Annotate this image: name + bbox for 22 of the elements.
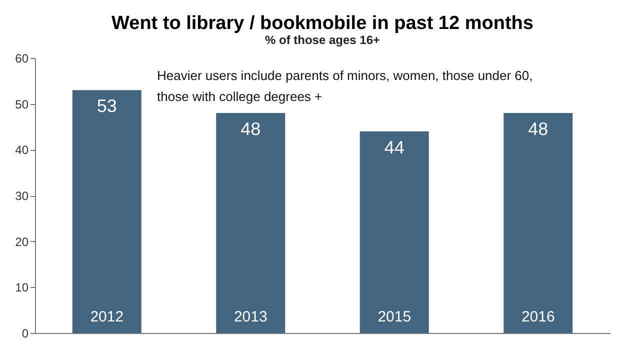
y-tick-label: 30 xyxy=(15,189,29,203)
y-tick-label: 60 xyxy=(15,52,29,66)
x-tick-label: 2012 xyxy=(90,308,124,326)
chart-title: Went to library / bookmobile in past 12 months xyxy=(112,13,534,34)
x-tick-label: 2016 xyxy=(521,308,555,326)
data-label: 48 xyxy=(240,119,261,139)
bar xyxy=(216,113,286,333)
x-tick-label: 2015 xyxy=(378,308,412,326)
y-tick-label: 50 xyxy=(15,97,29,112)
x-tick-label: 2013 xyxy=(234,308,268,326)
bar xyxy=(504,113,573,333)
data-label: 44 xyxy=(384,137,404,158)
bar xyxy=(360,131,429,333)
y-tick-label: 20 xyxy=(15,234,29,249)
chart-subtitle: % of those ages 16+ xyxy=(264,33,380,47)
annotation: Heavier users include parents of minors, women, those under 60, those with college degrees + xyxy=(157,68,533,104)
bar xyxy=(72,90,142,333)
y-tick-label: 40 xyxy=(15,143,29,158)
y-tick-label: 0 xyxy=(22,326,29,340)
data-label: 53 xyxy=(96,96,117,116)
data-label: 48 xyxy=(528,119,548,139)
y-tick-label: 10 xyxy=(15,280,29,295)
